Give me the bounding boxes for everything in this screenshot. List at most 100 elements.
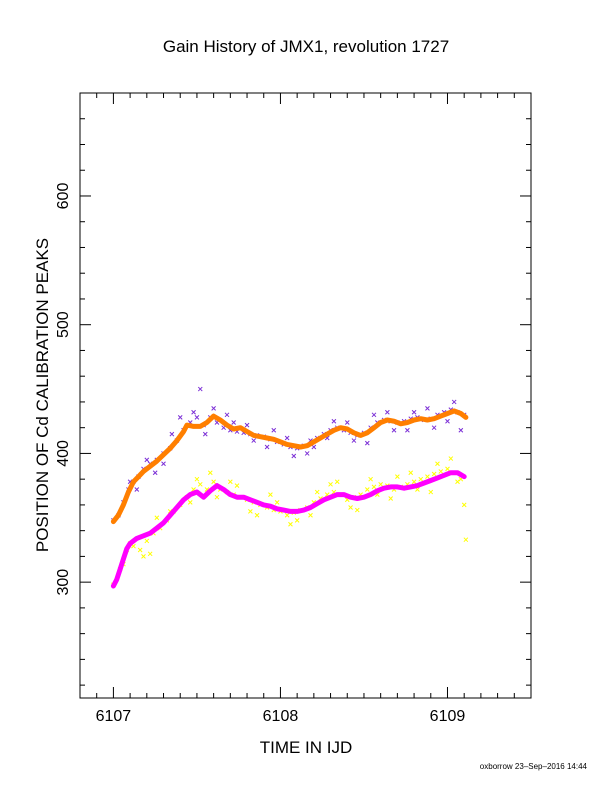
y-tick-label: 600 (55, 183, 72, 210)
data-point (311, 444, 317, 450)
x-tick-label: 6108 (263, 708, 299, 725)
data-point (248, 508, 253, 514)
data-point (334, 479, 340, 485)
data-point (371, 484, 377, 490)
data-point (455, 479, 460, 485)
data-point (418, 476, 424, 482)
data-point (134, 487, 140, 492)
data-point (463, 537, 469, 543)
data-point (197, 481, 203, 487)
data-point (425, 406, 430, 411)
data-point (304, 451, 310, 456)
data-point (348, 505, 353, 510)
data-point (152, 470, 158, 476)
series-3 (110, 470, 467, 589)
data-point (234, 483, 240, 488)
data-point (191, 409, 196, 415)
data-point (445, 418, 450, 424)
x-tick-label: 6109 (430, 708, 466, 725)
y-tick-label: 400 (55, 440, 72, 467)
data-point (194, 476, 200, 482)
data-point (368, 476, 373, 482)
data-point (169, 431, 175, 437)
data-point (331, 418, 337, 424)
data-point (154, 515, 160, 521)
data-point (411, 479, 417, 485)
data-point (231, 420, 237, 425)
data-point (271, 427, 277, 433)
series-line (110, 408, 469, 525)
data-point (214, 494, 220, 500)
data-point (211, 479, 216, 485)
data-point (308, 512, 313, 518)
data-point (314, 489, 320, 495)
y-tick-label: 300 (55, 569, 72, 596)
data-point (187, 499, 193, 505)
data-point (384, 409, 390, 415)
data-point (425, 474, 430, 479)
data-point (351, 438, 357, 443)
data-point (371, 412, 377, 418)
chart-title: Gain History of JMX1, revolution 1727 (163, 37, 449, 56)
data-point (431, 471, 437, 477)
data-point (294, 518, 300, 523)
data-point (251, 438, 257, 443)
data-point (445, 466, 450, 472)
data-point (378, 481, 384, 487)
data-point (147, 551, 153, 557)
data-series (110, 386, 469, 589)
y-tick-labels: 300 400 500 600 (55, 183, 72, 596)
data-point (194, 415, 200, 420)
data-point (268, 492, 273, 497)
data-point (227, 479, 233, 485)
data-point (451, 399, 457, 405)
data-point (274, 499, 280, 505)
data-point (364, 487, 370, 492)
y-axis-label: POSITION OF Cd CALIBRATION PEAKS (33, 238, 52, 552)
data-point (161, 461, 166, 467)
data-point (177, 415, 183, 420)
data-point (328, 481, 333, 487)
data-point (202, 431, 208, 437)
y-tick-label: 500 (55, 311, 72, 338)
data-point (448, 456, 454, 461)
axis-ticks (80, 93, 531, 698)
data-point (288, 521, 293, 527)
data-point (461, 502, 467, 508)
series-line (110, 470, 467, 589)
data-point (144, 538, 150, 544)
data-point (244, 422, 250, 428)
plot-frame (79, 92, 532, 699)
data-point (344, 420, 350, 425)
data-point (144, 457, 150, 463)
data-point (197, 386, 203, 392)
data-point (207, 470, 213, 476)
data-point (354, 507, 360, 513)
data-point (438, 469, 444, 474)
x-tick-labels: 6107 6108 6109 (96, 708, 466, 725)
data-point (284, 435, 290, 441)
data-point (291, 453, 297, 459)
data-point (388, 496, 394, 501)
data-point (141, 554, 146, 559)
data-point (211, 406, 216, 411)
data-point (264, 444, 270, 450)
footer-timestamp: oxborrow 23–Sep–2016 14:44 (480, 762, 588, 771)
data-point (364, 440, 370, 446)
data-point (254, 512, 260, 518)
x-tick-label: 6107 (96, 708, 132, 725)
data-point (395, 474, 400, 479)
x-axis-label: TIME IN IJD (260, 738, 353, 757)
data-point (458, 427, 464, 433)
data-point (431, 425, 437, 431)
data-point (137, 547, 143, 553)
data-point (391, 427, 397, 433)
data-point (411, 409, 417, 415)
data-point (428, 489, 434, 495)
data-point (408, 470, 414, 476)
data-point (435, 461, 440, 467)
data-point (224, 412, 230, 418)
data-point (405, 427, 410, 433)
series-1 (110, 408, 469, 525)
